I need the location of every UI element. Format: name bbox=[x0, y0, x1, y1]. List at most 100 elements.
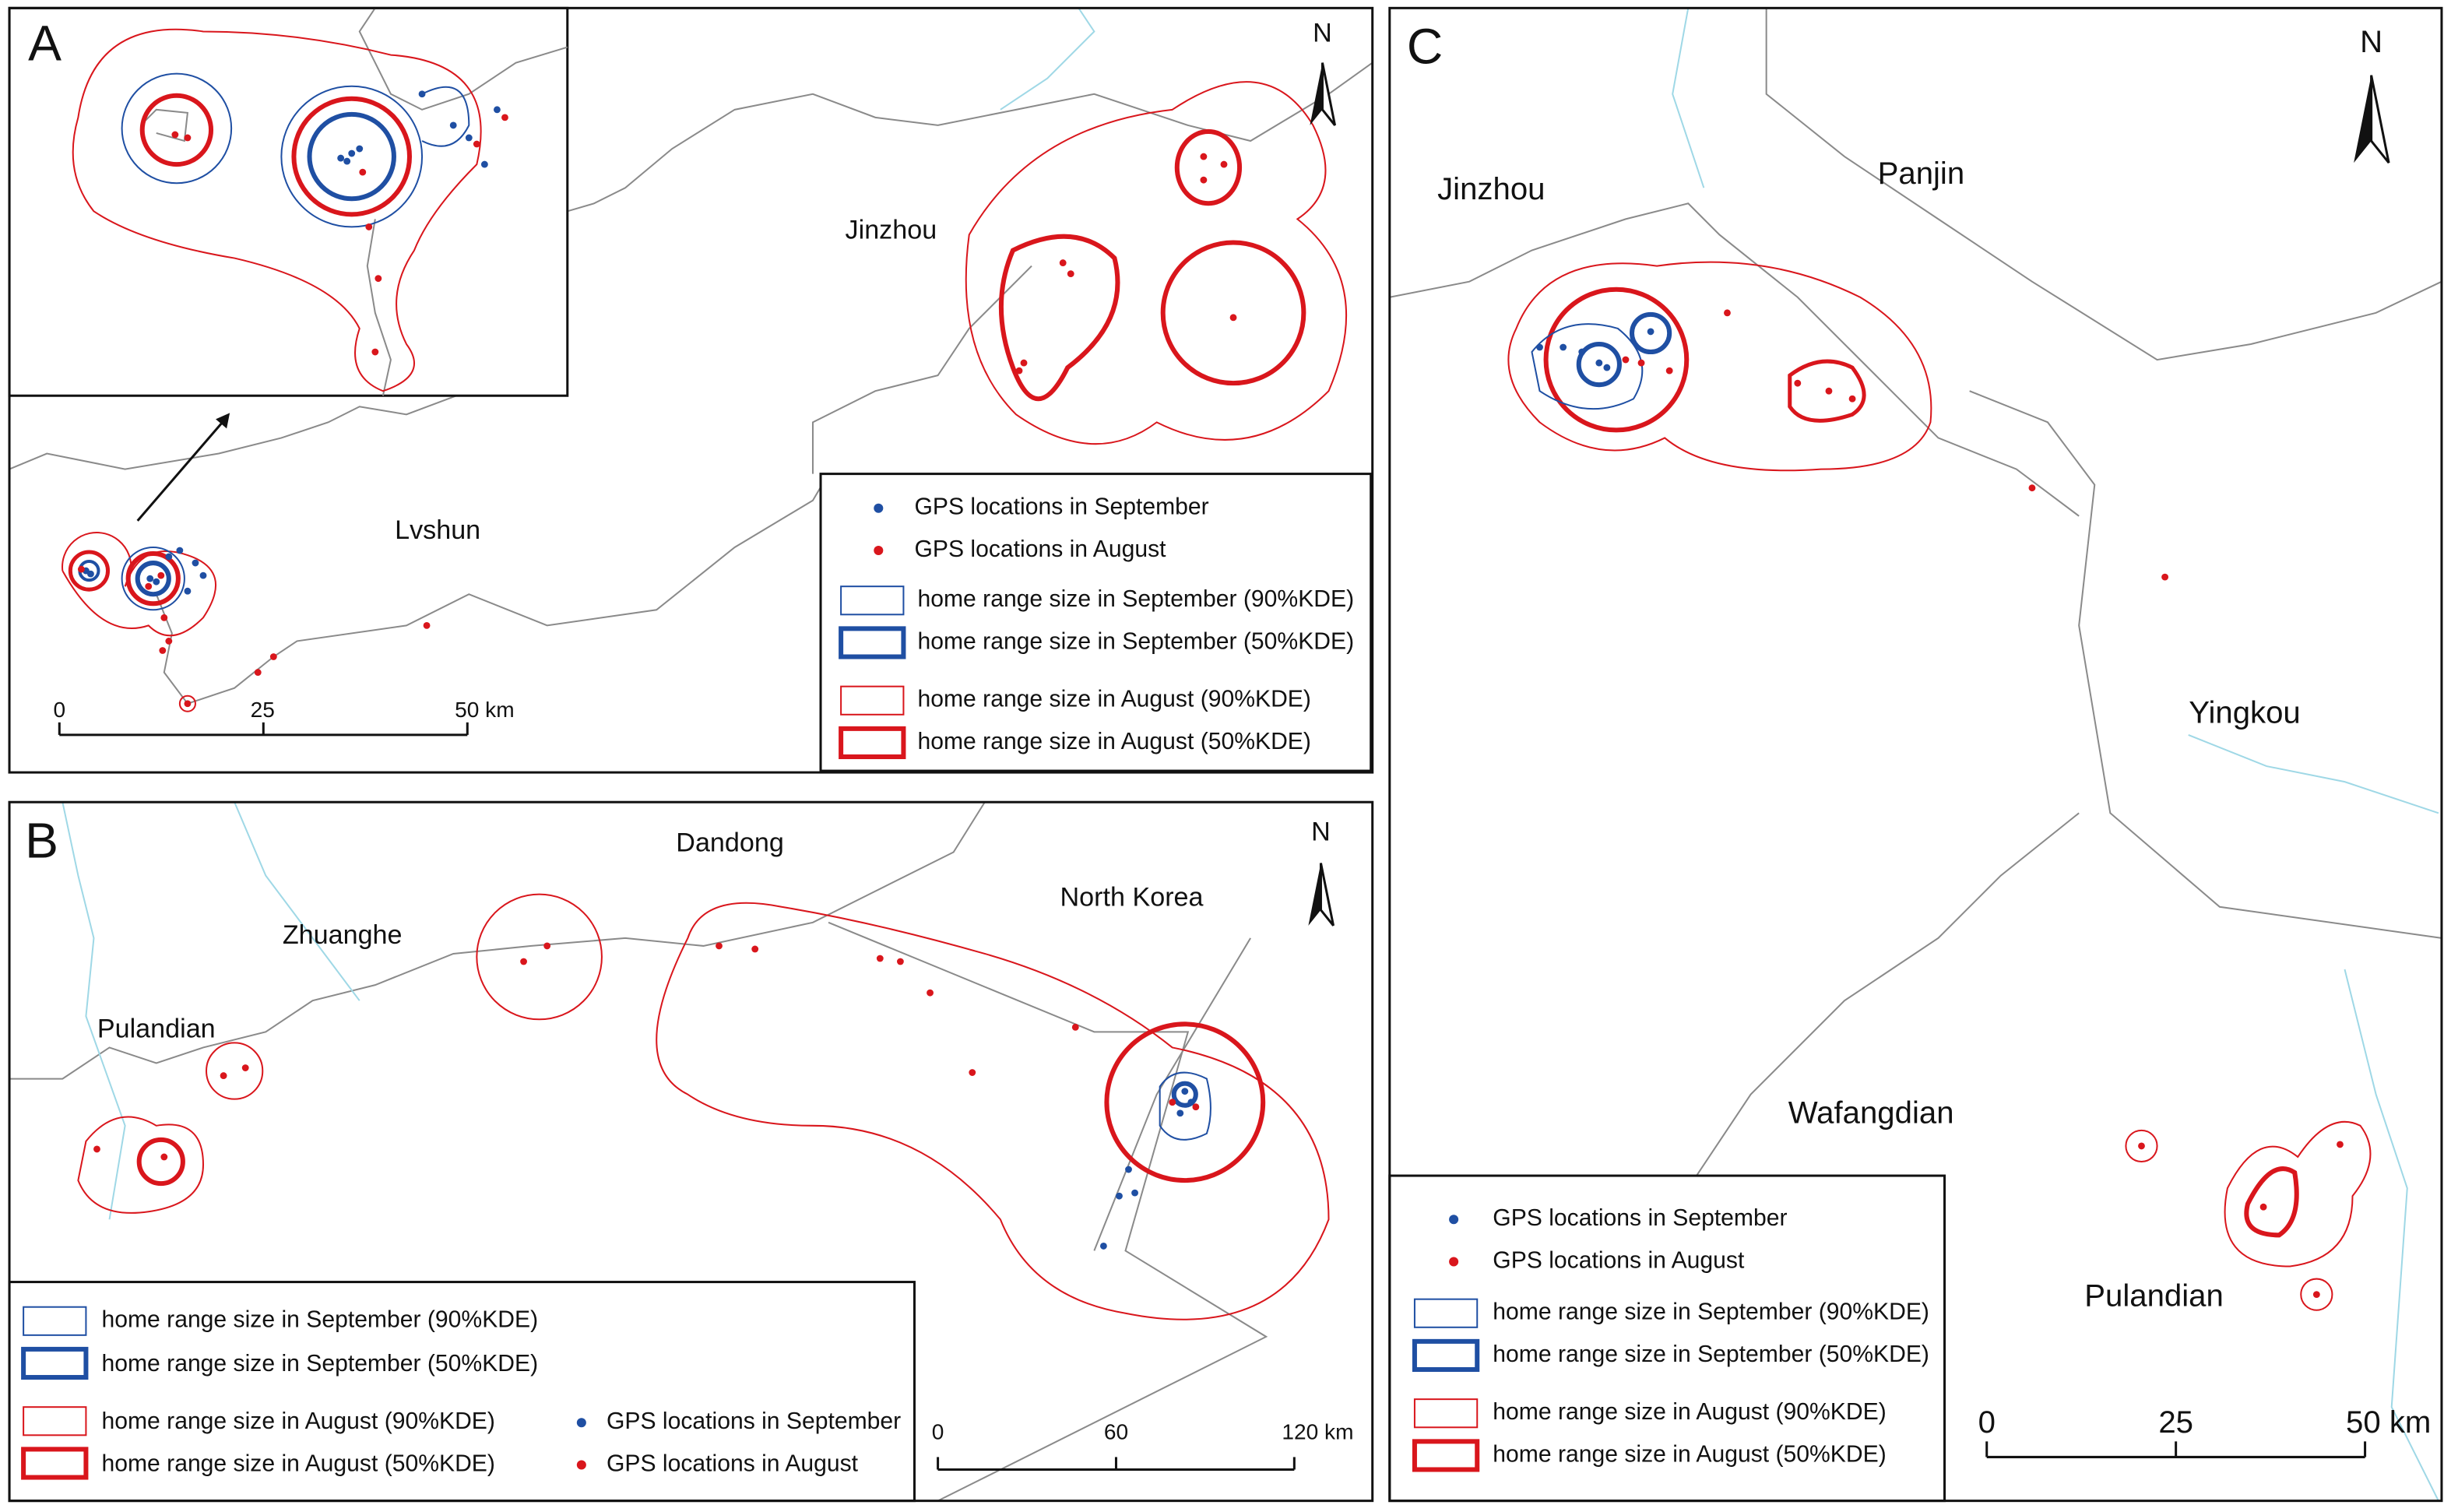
gps-point bbox=[449, 121, 457, 129]
home-range bbox=[2300, 1278, 2333, 1311]
home-range bbox=[421, 86, 470, 147]
legend-text: home range size in August (90%KDE) bbox=[917, 687, 1310, 712]
place-name: Pulandian bbox=[2084, 1278, 2224, 1313]
gps-point bbox=[359, 168, 367, 176]
scale-label: 0 bbox=[53, 698, 65, 722]
legend-text: GPS locations in September bbox=[607, 1408, 901, 1434]
boundary bbox=[139, 108, 189, 142]
place-name: North Korea bbox=[1060, 883, 1204, 912]
boundary bbox=[828, 921, 1268, 1502]
map-features bbox=[8, 6, 2443, 1503]
gps-point bbox=[1622, 356, 1630, 364]
home-range bbox=[1171, 1081, 1198, 1108]
gps-point bbox=[371, 348, 379, 356]
river bbox=[234, 801, 360, 1001]
home-range bbox=[121, 546, 185, 611]
gps-point bbox=[365, 223, 373, 230]
legend-symbol bbox=[874, 503, 884, 513]
home-range bbox=[307, 111, 396, 202]
legend-symbol bbox=[839, 626, 906, 659]
gps-point bbox=[927, 989, 934, 997]
north-arrow bbox=[1320, 62, 1337, 126]
place-name: Jinzhou bbox=[1437, 171, 1545, 206]
legend-symbol bbox=[840, 585, 905, 616]
legend-text: home range size in August (90%KDE) bbox=[1493, 1399, 1886, 1425]
legend-text: home range size in September (90%KDE) bbox=[1493, 1299, 1929, 1325]
home-range bbox=[1507, 261, 1932, 472]
gps-point bbox=[199, 571, 207, 579]
legend-text: GPS locations in August bbox=[1493, 1247, 1745, 1273]
gps-point bbox=[356, 145, 364, 153]
legend-text: GPS locations in September bbox=[1493, 1205, 1787, 1231]
gps-point bbox=[160, 1153, 168, 1161]
legend-symbol bbox=[839, 726, 906, 760]
river bbox=[1000, 7, 1095, 111]
gps-point bbox=[157, 571, 165, 579]
gps-point bbox=[375, 275, 382, 283]
place-name: Zhuanghe bbox=[283, 920, 403, 950]
scale-label: 25 bbox=[251, 698, 275, 722]
gps-point bbox=[176, 547, 184, 554]
legend-text: home range size in September (90%KDE) bbox=[917, 586, 1354, 612]
gps-point bbox=[716, 942, 723, 950]
gps-point bbox=[1200, 176, 1208, 184]
legend-symbol bbox=[1449, 1257, 1459, 1267]
legend-text: GPS locations in August bbox=[607, 1450, 859, 1476]
north-arrow bbox=[1319, 863, 1335, 927]
home-range bbox=[965, 81, 1348, 445]
place-name: Panjin bbox=[1878, 156, 1965, 191]
panel-label: A bbox=[28, 15, 62, 71]
legend-text: home range size in August (50%KDE) bbox=[1493, 1441, 1886, 1467]
gps-point bbox=[1187, 1099, 1195, 1106]
gps-point bbox=[2312, 1291, 2320, 1299]
place-name: Yingkou bbox=[2189, 694, 2301, 730]
gps-point bbox=[969, 1069, 976, 1076]
gps-point bbox=[465, 134, 473, 142]
gps-point bbox=[184, 700, 192, 708]
panel-label: C bbox=[1407, 19, 1443, 75]
gps-point bbox=[1192, 1103, 1200, 1111]
gps-point bbox=[1015, 367, 1023, 374]
home-range bbox=[1160, 240, 1306, 386]
scale-label: 50 km bbox=[2346, 1405, 2431, 1440]
home-range bbox=[206, 1042, 264, 1100]
gps-point bbox=[343, 157, 351, 165]
pointer-arrow bbox=[136, 418, 227, 522]
place-name: Lvshun bbox=[395, 515, 480, 545]
panel-frame bbox=[8, 6, 1374, 774]
north-label: N bbox=[2360, 24, 2382, 59]
legend-text: home range size in September (50%KDE) bbox=[101, 1351, 538, 1377]
gps-point bbox=[1536, 343, 1543, 351]
home-range bbox=[62, 532, 216, 637]
river bbox=[62, 802, 126, 1220]
legend-symbol bbox=[23, 1306, 87, 1336]
gps-point bbox=[1020, 359, 1028, 367]
gps-point bbox=[480, 160, 488, 168]
gps-point bbox=[543, 942, 551, 950]
legend-symbol bbox=[1413, 1298, 1479, 1328]
home-range bbox=[136, 1137, 185, 1187]
boundary bbox=[155, 473, 829, 705]
gps-point bbox=[1647, 328, 1655, 336]
home-range bbox=[998, 234, 1120, 402]
north-label: N bbox=[1311, 817, 1331, 846]
gps-point bbox=[1200, 153, 1208, 160]
boundary bbox=[567, 62, 1373, 213]
legend-symbol bbox=[576, 1460, 586, 1470]
gps-point bbox=[1067, 270, 1074, 278]
gps-point bbox=[520, 958, 527, 965]
gps-point bbox=[1131, 1189, 1138, 1197]
river bbox=[1672, 8, 1705, 188]
legend-text: home range size in September (90%KDE) bbox=[101, 1307, 538, 1333]
gps-point bbox=[93, 1145, 100, 1153]
gps-point bbox=[2028, 484, 2036, 492]
legend-symbol bbox=[576, 1418, 586, 1428]
home-range bbox=[1788, 359, 1866, 423]
gps-point bbox=[876, 955, 884, 962]
home-range bbox=[1629, 311, 1672, 355]
gps-point bbox=[1794, 379, 1802, 387]
gps-point bbox=[1229, 314, 1237, 322]
legend-symbol bbox=[1412, 1439, 1480, 1472]
north-arrow bbox=[2370, 75, 2390, 164]
